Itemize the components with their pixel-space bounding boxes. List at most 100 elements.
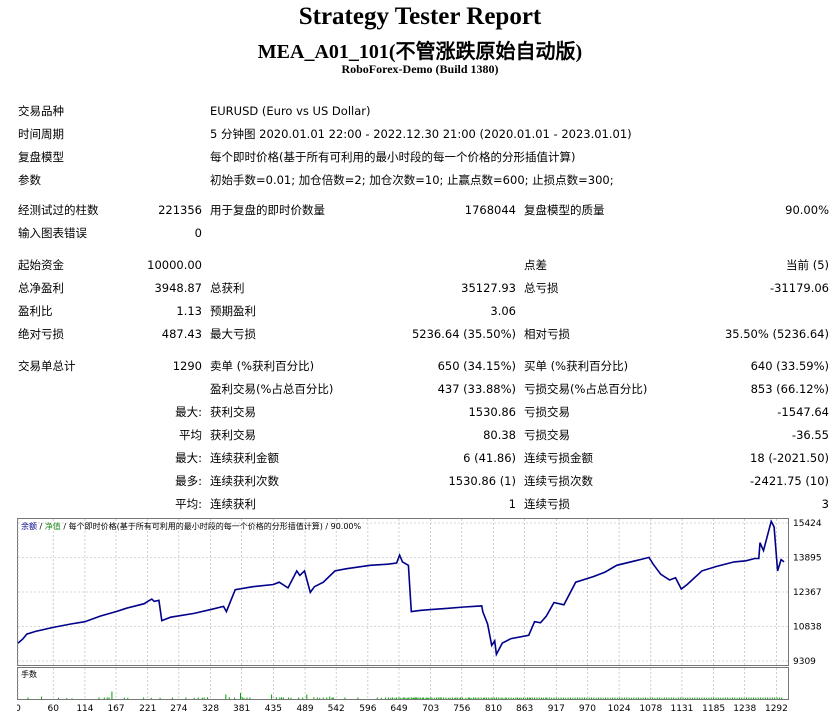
volume-label: 手数: [21, 669, 37, 679]
ticks-label: 用于复盘的即时价数量: [210, 203, 325, 217]
x-tick-label: 542: [328, 704, 345, 714]
largest-profit-label: 获利交易: [210, 405, 256, 419]
spread-value: 当前 (5): [786, 258, 829, 272]
report-title: Strategy Tester Report: [298, 3, 542, 30]
model-value: 每个即时价格(基于所有可利用的最小时段的每一个价格的分形插值计算): [210, 150, 576, 164]
errors-label: 输入图表错误: [18, 226, 87, 240]
legend-equity: 净值: [45, 521, 61, 531]
x-tick-label: 167: [107, 704, 124, 714]
y-tick-label: 10838: [793, 622, 822, 632]
deposit-label: 起始资金: [18, 258, 64, 272]
quality-label: 复盘模型的质量: [524, 203, 605, 217]
profit-trades-value: 437 (33.88%): [437, 382, 516, 396]
x-tick-label: 381: [233, 704, 250, 714]
x-tick-label: 596: [359, 704, 376, 714]
avg-consec-losses-label: 连续亏损: [524, 497, 570, 511]
net-profit-value: 3948.87: [154, 281, 202, 295]
x-tick-label: 1024: [608, 704, 631, 714]
average-profit-label: 获利交易: [210, 428, 256, 442]
gross-loss-label: 总亏损: [524, 281, 559, 295]
x-tick-label: 328: [202, 704, 219, 714]
max-consec-losses-label: 连续亏损金额: [524, 451, 593, 465]
server-build: RoboForex-Demo (Build 1380): [341, 62, 499, 76]
report-subtitle: MEA_A01_101(不管涨跌原始自动版): [257, 41, 583, 63]
expected-payoff-value: 3.06: [490, 304, 516, 318]
x-tick-label: 1131: [670, 704, 693, 714]
largest-prefix: 最大:: [175, 405, 202, 419]
legend-separator-2: /: [63, 522, 66, 531]
abs-drawdown-value: 487.43: [161, 327, 202, 341]
symbol-label: 交易品种: [18, 104, 64, 118]
x-tick-label: 703: [422, 704, 439, 714]
largest-loss-value: -1547.64: [777, 405, 829, 419]
x-tick-label: 221: [139, 704, 156, 714]
balance-line: [17, 519, 785, 658]
params-value: 初始手数=0.01; 加仓倍数=2; 加仓次数=10; 止赢点数=600; 止损…: [210, 173, 614, 187]
average-loss-value: -36.55: [791, 428, 829, 442]
gross-profit-value: 35127.93: [461, 281, 516, 295]
avg-consec-prefix: 平均:: [175, 497, 202, 511]
params-label: 参数: [18, 173, 41, 187]
long-trades-value: 640 (33.59%): [750, 359, 829, 373]
max-drawdown-value: 5236.64 (35.50%): [411, 327, 516, 341]
x-tick-label: 60: [47, 704, 59, 714]
max-consec-losses-value: 18 (-2021.50): [750, 451, 829, 465]
x-tick-label: 489: [296, 704, 313, 714]
x-tick-label: 1238: [733, 704, 756, 714]
y-tick-label: 9309: [793, 657, 816, 667]
bars-value: 221356: [158, 203, 202, 217]
y-tick-label: 15424: [793, 519, 822, 529]
maximal-consec-prefix: 最多:: [175, 474, 202, 488]
x-tick-label: 435: [265, 704, 282, 714]
average-profit-value: 80.38: [483, 428, 516, 442]
ticks-value: 1768044: [464, 203, 516, 217]
short-trades-value: 650 (34.15%): [437, 359, 516, 373]
quality-value: 90.00%: [785, 203, 829, 217]
expected-payoff-label: 预期盈利: [210, 304, 256, 318]
balance-chart: 余额 / 净值 / 每个即时价格(基于所有可利用的最小时段的每一个价格的分形插值…: [17, 518, 822, 714]
x-tick-label: 970: [579, 704, 596, 714]
profit-factor-value: 1.13: [176, 304, 202, 318]
x-tick-label: 1292: [765, 704, 788, 714]
largest-loss-label: 亏损交易: [524, 405, 570, 419]
maximal-consec-profit-label: 连续获利次数: [210, 474, 279, 488]
maximal-consec-profit-value: 1530.86 (1): [448, 474, 516, 488]
gross-profit-label: 总获利: [210, 281, 245, 295]
spread-label: 点差: [524, 258, 547, 272]
long-trades-label: 买单 (%获利百分比): [524, 359, 629, 373]
net-profit-label: 总净盈利: [18, 281, 64, 295]
max-consec-wins-value: 6 (41.86): [463, 451, 516, 465]
bars-label: 经测试过的柱数: [18, 203, 99, 217]
errors-value: 0: [194, 226, 202, 240]
avg-consec-wins-value: 1: [508, 497, 516, 511]
rel-drawdown-label: 相对亏损: [524, 327, 570, 341]
x-tick-label: 0: [17, 704, 21, 714]
x-tick-label: 756: [453, 704, 470, 714]
rel-drawdown-value: 35.50% (5236.64): [724, 327, 829, 341]
largest-profit-value: 1530.86: [468, 405, 516, 419]
x-tick-label: 1078: [639, 704, 662, 714]
y-tick-label: 13895: [793, 554, 822, 564]
x-tick-label: 863: [516, 704, 533, 714]
volume-bars: [27, 691, 783, 699]
x-tick-label: 1185: [702, 704, 725, 714]
legend-model: 每个即时价格(基于所有可利用的最小时段的每一个价格的分形插值计算) / 90.0…: [69, 521, 362, 531]
avg-consec-wins-label: 连续获利: [210, 497, 256, 511]
abs-drawdown-label: 绝对亏损: [18, 327, 64, 341]
loss-trades-value: 853 (66.12%): [750, 382, 829, 396]
symbol-value: EURUSD (Euro vs US Dollar): [210, 104, 371, 118]
volume-plot-frame: [17, 667, 789, 700]
gross-loss-value: -31179.06: [769, 281, 829, 295]
max-drawdown-label: 最大亏损: [210, 327, 256, 341]
average-prefix: 平均: [179, 428, 202, 442]
legend-separator-1: /: [40, 522, 43, 531]
profit-factor-label: 盈利比: [18, 304, 53, 318]
period-label: 时间周期: [18, 127, 64, 141]
average-loss-label: 亏损交易: [524, 428, 570, 442]
x-tick-label: 114: [76, 704, 93, 714]
period-value: 5 分钟图 2020.01.01 22:00 - 2022.12.30 21:0…: [210, 127, 632, 141]
y-axis-ticks: 15424 13895 12367 10838 9309: [793, 519, 822, 667]
loss-trades-label: 亏损交易(%占总百分比): [524, 382, 648, 396]
y-tick-label: 12367: [793, 588, 822, 598]
x-tick-label: 274: [170, 704, 187, 714]
